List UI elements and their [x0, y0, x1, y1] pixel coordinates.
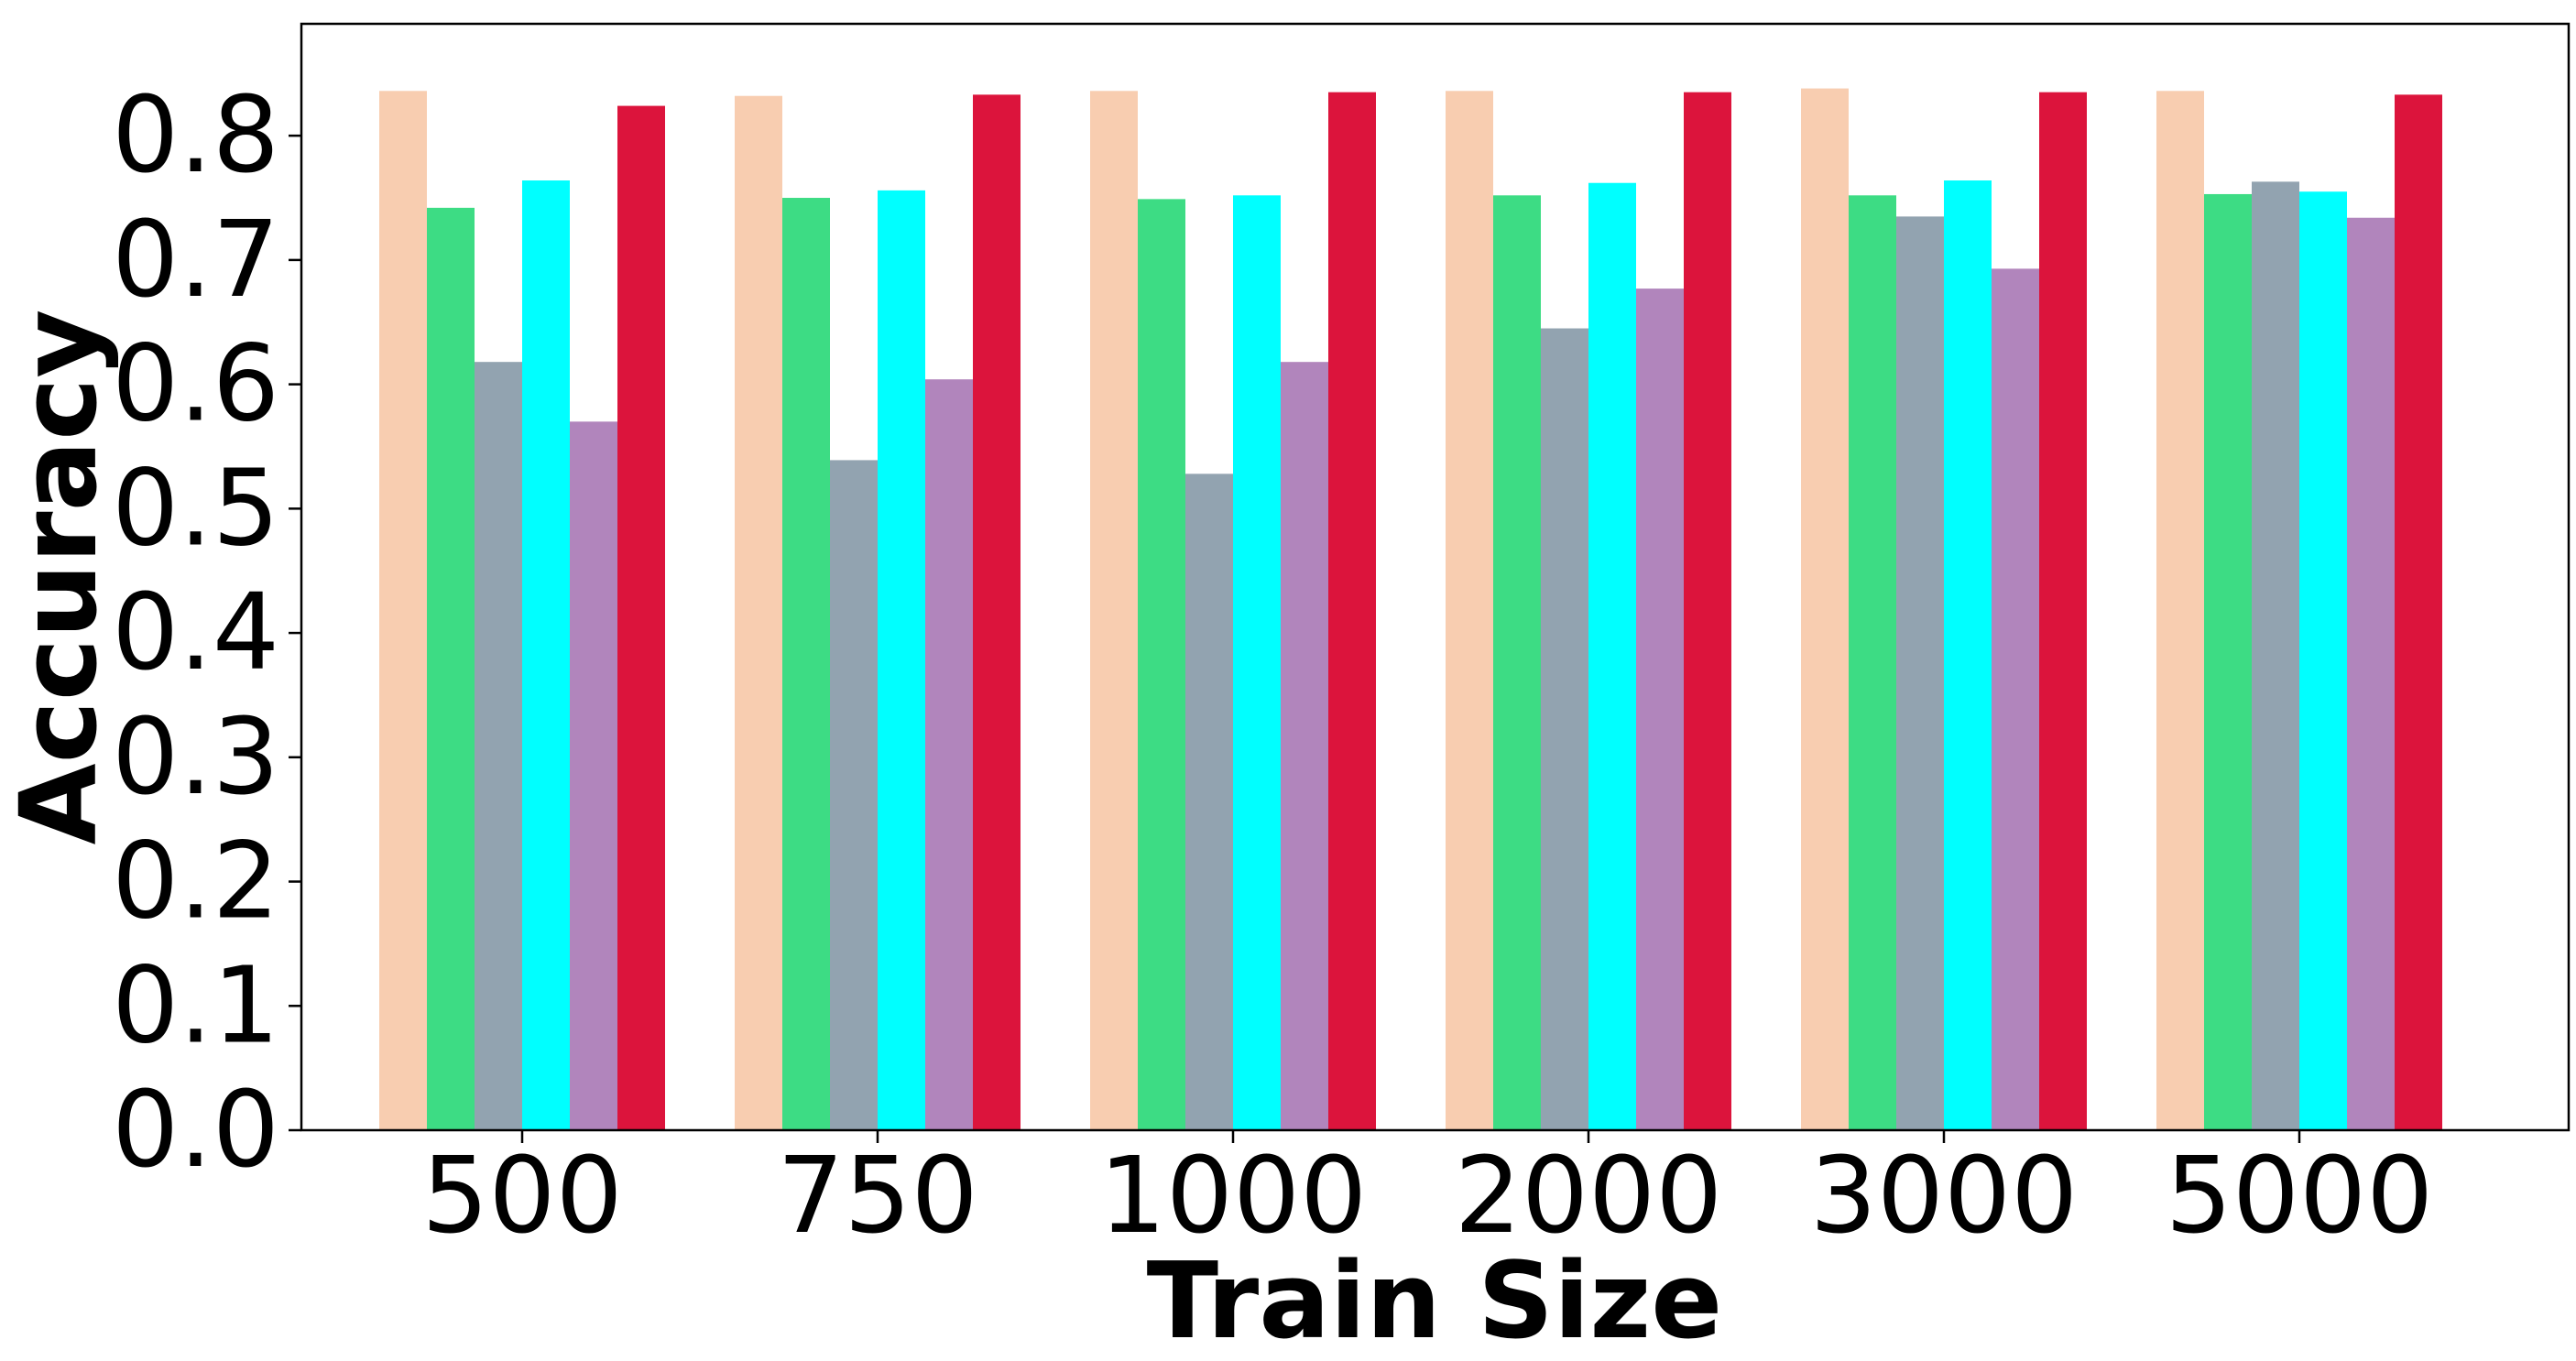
y-tick-label: 0.6 [112, 323, 279, 446]
bar-1000-series-5 [1281, 362, 1328, 1130]
x-tick-label: 1000 [1099, 1135, 1368, 1258]
bar-750-series-1 [735, 95, 782, 1130]
bar-5000-series-4 [2299, 191, 2347, 1130]
bar-2000-series-3 [1541, 328, 1588, 1131]
bar-500-series-5 [570, 421, 617, 1131]
x-tick-label: 5000 [2166, 1135, 2434, 1258]
bar-750-series-4 [878, 190, 925, 1130]
bar-5000-series-6 [2395, 94, 2442, 1130]
y-tick-label: 0.4 [112, 572, 279, 694]
bar-500-series-2 [427, 207, 475, 1130]
bar-2000-series-4 [1588, 182, 1636, 1130]
bar-500-series-6 [617, 105, 665, 1130]
bar-2000-series-6 [1684, 92, 1731, 1130]
bar-3000-series-2 [1849, 195, 1896, 1130]
bar-500-series-4 [522, 180, 570, 1130]
bars [379, 88, 2442, 1131]
bar-750-series-2 [782, 198, 830, 1131]
bar-1000-series-4 [1233, 195, 1281, 1130]
bar-5000-series-2 [2204, 193, 2252, 1130]
bar-750-series-6 [973, 94, 1021, 1130]
bar-3000-series-6 [2039, 92, 2087, 1130]
y-tick-label: 0.1 [112, 944, 279, 1067]
bar-3000-series-1 [1801, 88, 1849, 1130]
bar-5000-series-5 [2347, 217, 2395, 1130]
bar-1000-series-6 [1328, 92, 1376, 1130]
y-tick-label: 0.3 [112, 696, 279, 819]
bar-500-series-3 [475, 362, 522, 1130]
bar-2000-series-2 [1493, 195, 1541, 1130]
y-tick-label: 0.0 [112, 1069, 279, 1192]
bar-750-series-3 [830, 460, 878, 1131]
bar-3000-series-3 [1896, 216, 1944, 1130]
y-axis-title: Accuracy [0, 310, 121, 845]
y-tick-label: 0.5 [112, 447, 279, 570]
axis-ticks: 500 750 1000 2000 3000 5000 0.00.10.20.30.40.5… [112, 74, 2433, 1258]
x-tick-label: 2000 [1455, 1135, 1723, 1258]
bar-3000-series-4 [1944, 180, 1992, 1130]
bar-1000-series-1 [1090, 91, 1138, 1130]
x-axis-title: Train Size [1147, 1240, 1723, 1361]
plot-frame [300, 22, 2571, 1132]
y-tick-label: 0.2 [112, 821, 279, 943]
bar-2000-series-1 [1446, 91, 1493, 1130]
bar-500-series-1 [379, 91, 427, 1130]
y-tick-label: 0.7 [112, 199, 279, 321]
bar-3000-series-5 [1992, 268, 2039, 1130]
x-tick-label: 3000 [1810, 1135, 2079, 1258]
x-tick-label: 750 [777, 1135, 978, 1258]
bar-5000-series-1 [2156, 91, 2204, 1130]
x-tick-label: 500 [421, 1135, 623, 1258]
bar-5000-series-3 [2252, 181, 2299, 1130]
bar-1000-series-3 [1185, 474, 1233, 1130]
bar-1000-series-2 [1138, 199, 1185, 1131]
bar-2000-series-5 [1636, 289, 1684, 1131]
y-tick-label: 0.8 [112, 74, 279, 197]
bar-750-series-5 [925, 379, 973, 1131]
